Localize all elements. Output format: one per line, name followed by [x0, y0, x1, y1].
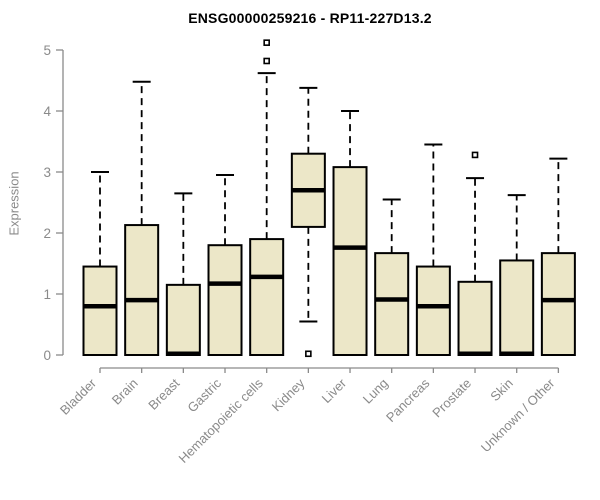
x-category-label-pancreas: Pancreas: [383, 375, 433, 425]
box-unknown-other: [540, 252, 576, 357]
box-prostate: [457, 280, 493, 356]
y-tick-label: 0: [43, 348, 51, 363]
y-tick-label: 2: [43, 226, 51, 241]
box-pancreas: [415, 265, 451, 356]
box-liver: [332, 166, 368, 356]
outlier-point-prostate: [471, 151, 479, 159]
x-category-label-bladder: Bladder: [57, 375, 100, 418]
y-axis-title: Expression: [6, 171, 22, 236]
box-gastric: [207, 244, 243, 356]
x-category-label-gastric: Gastric: [184, 375, 224, 415]
outlier-point-kidney: [305, 350, 312, 358]
x-category-label-prostate: Prostate: [429, 376, 474, 421]
y-tick-label: 1: [43, 287, 51, 302]
x-category-label-brain: Brain: [109, 376, 141, 408]
box-skin: [499, 259, 535, 357]
x-category-label-lung: Lung: [360, 376, 391, 407]
x-category-label-unknown-other: Unknown / Other: [478, 375, 558, 455]
chart-title: ENSG00000259216 - RP11-227D13.2: [188, 10, 432, 26]
outlier-point-hematopoietic-cells: [263, 39, 270, 46]
box-breast: [165, 283, 201, 357]
y-tick-label: 5: [43, 43, 51, 58]
x-category-label-liver: Liver: [319, 375, 350, 406]
y-tick-label: 3: [43, 165, 51, 180]
x-category-label-skin: Skin: [487, 376, 515, 404]
x-category-label-breast: Breast: [145, 375, 182, 412]
box-brain: [124, 224, 160, 356]
box-hematopoietic-cells: [249, 238, 285, 357]
box-lung: [374, 252, 410, 357]
y-tick-label: 4: [43, 104, 51, 119]
box-bladder: [82, 265, 118, 356]
outlier-point-hematopoietic-cells: [263, 57, 270, 65]
x-category-label-kidney: Kidney: [269, 375, 308, 414]
